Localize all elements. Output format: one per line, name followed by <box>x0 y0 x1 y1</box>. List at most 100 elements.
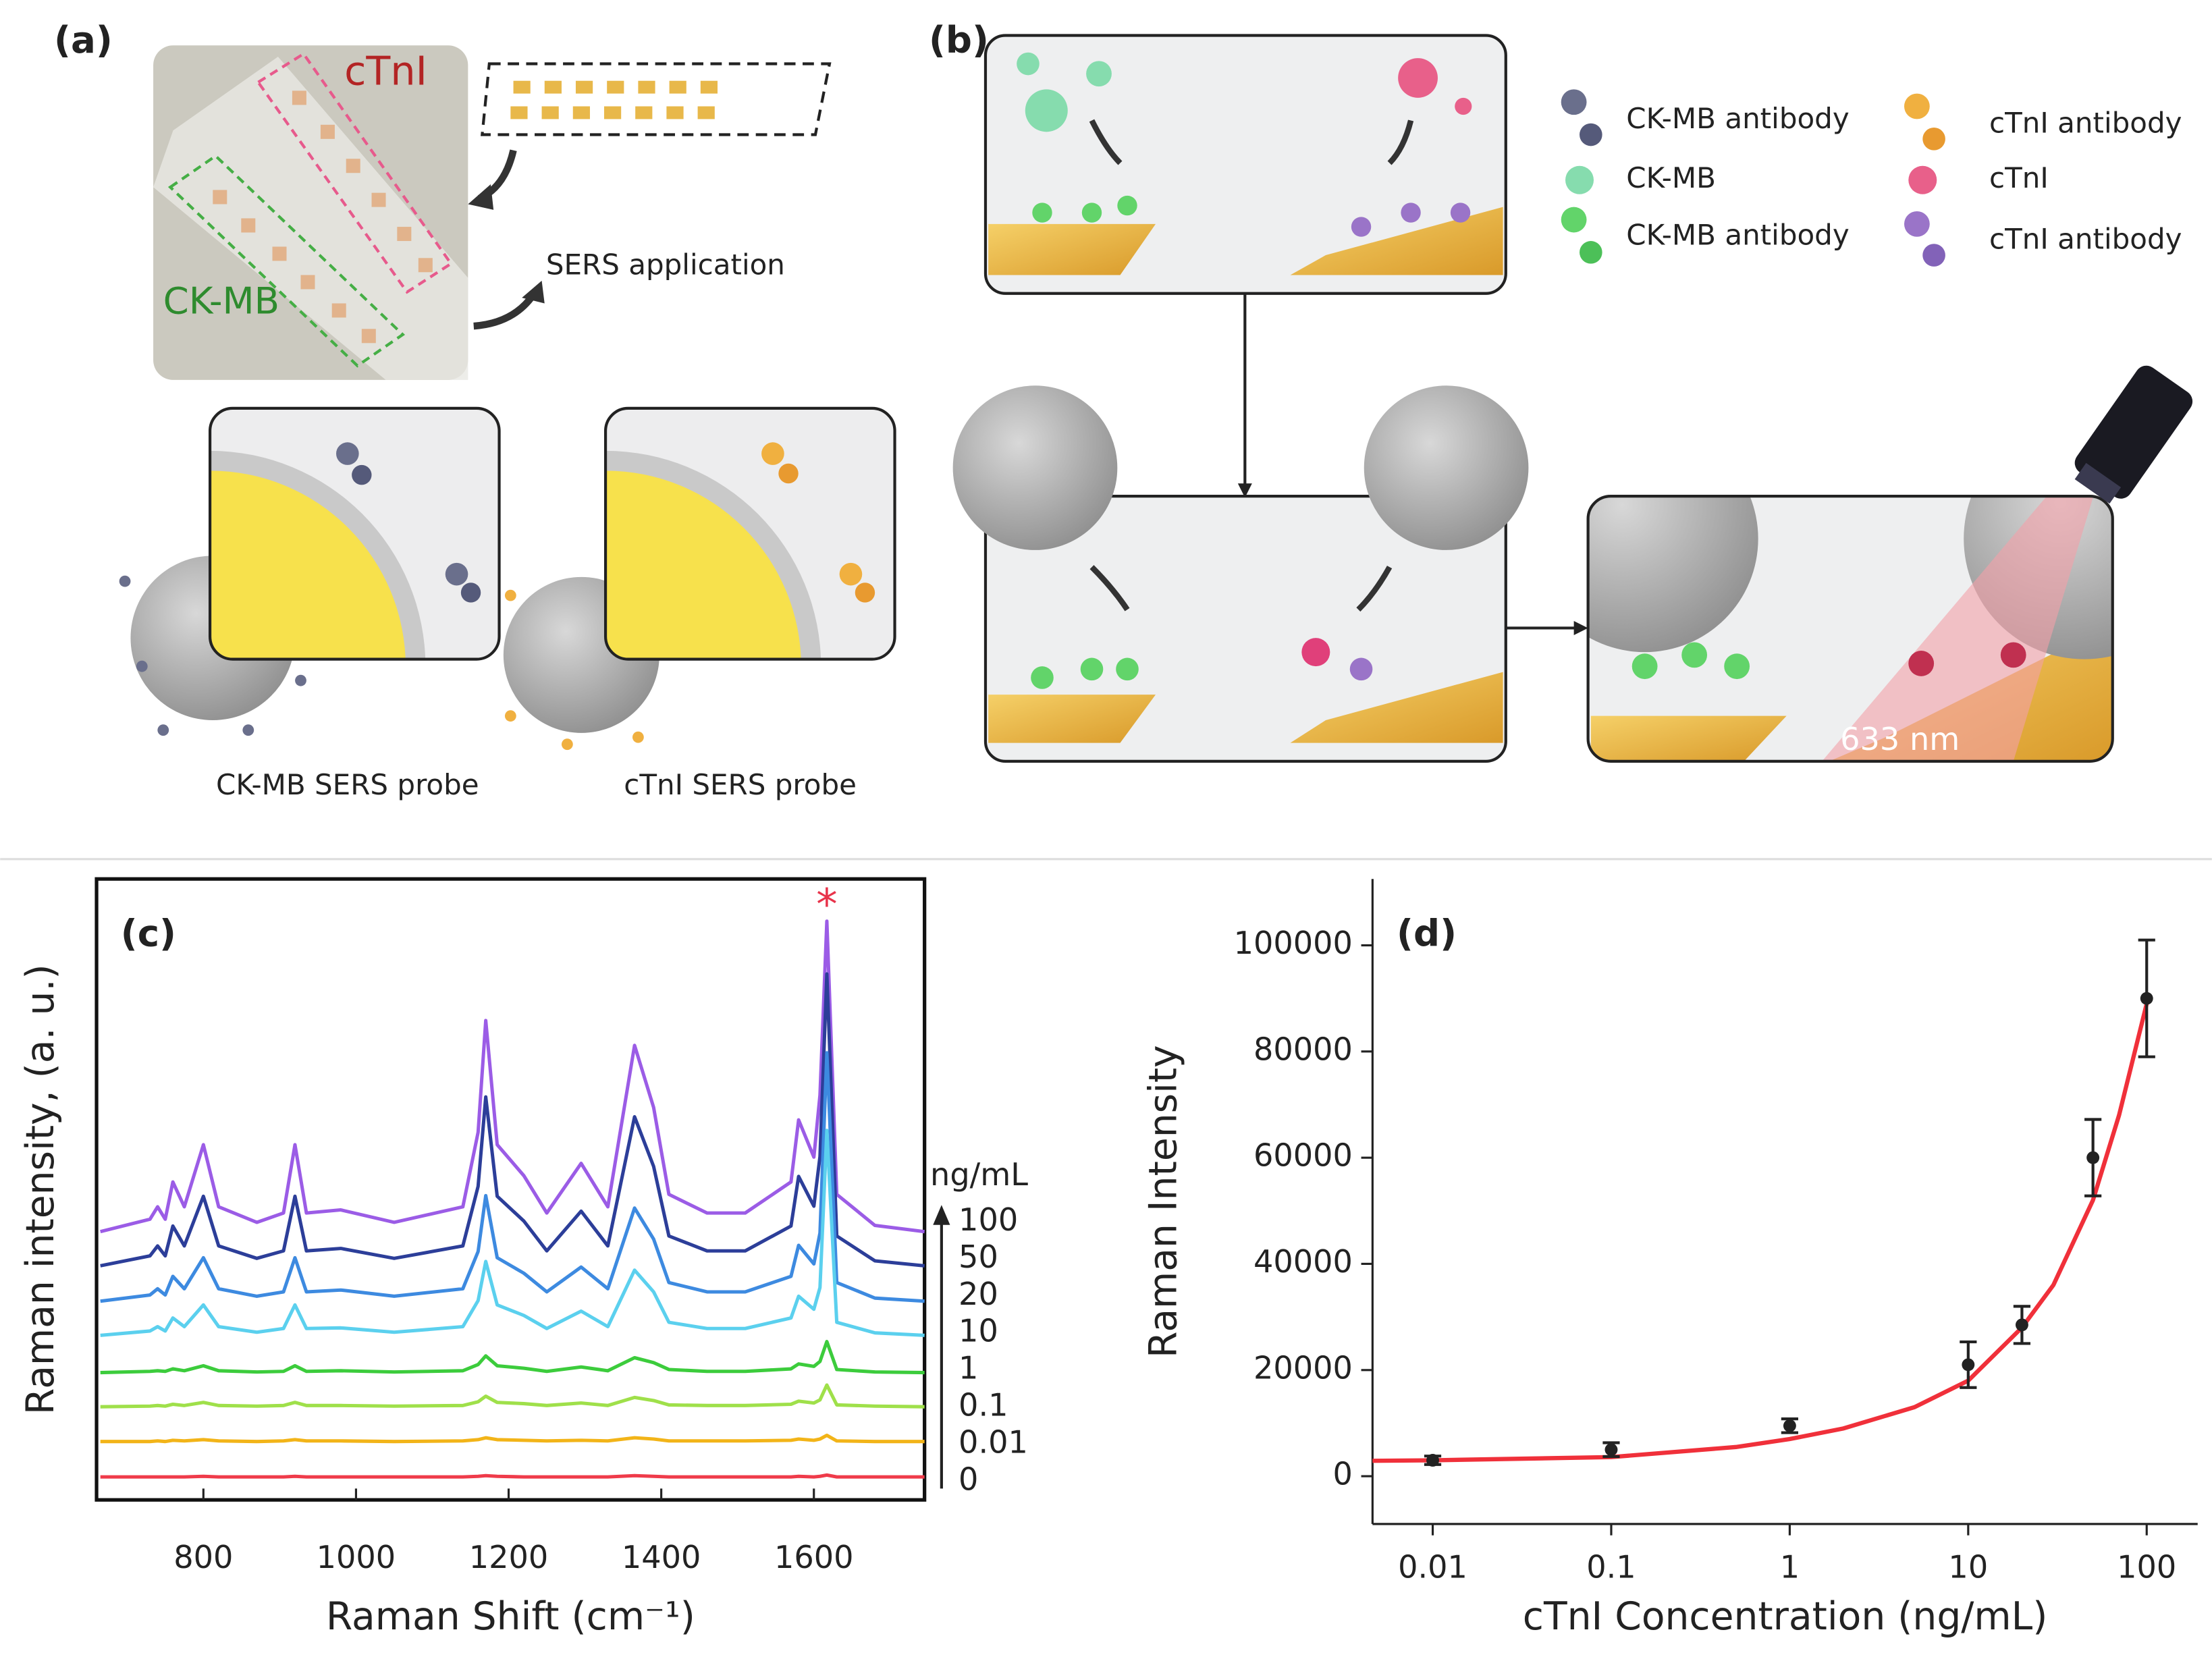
chip-pads <box>510 80 718 119</box>
inset <box>855 582 875 603</box>
chip-pads <box>700 80 718 94</box>
chip-pads <box>331 303 346 318</box>
antibodies <box>1081 202 1102 223</box>
legend-label: 50 <box>959 1239 998 1275</box>
arrowhead <box>468 184 494 210</box>
inset <box>605 408 895 659</box>
antibodies <box>1032 195 1137 223</box>
arrow <box>1089 119 1123 165</box>
chip-pads <box>241 218 256 233</box>
objective <box>2074 365 2193 504</box>
arrow <box>1089 565 1130 612</box>
film <box>153 57 468 380</box>
antibodies <box>504 589 644 751</box>
antibodies <box>1080 657 1104 681</box>
legend-icons <box>1904 211 1930 237</box>
chip-pads <box>361 329 376 344</box>
antibodies <box>504 589 516 601</box>
detection-box <box>1681 642 1708 668</box>
x-tick-label: 1200 <box>469 1539 549 1575</box>
legend-label: 0 <box>959 1461 978 1497</box>
spectrum <box>100 1433 925 1444</box>
arrow <box>1387 119 1414 165</box>
point <box>2086 1151 2100 1164</box>
chip-pads <box>697 106 715 119</box>
y-axis-title: Raman intensity, (a. u.) <box>18 964 63 1415</box>
panel-label: (c) <box>121 911 176 954</box>
substrate <box>988 223 1156 275</box>
antibodies <box>1349 657 1373 681</box>
proteins <box>1398 58 1472 115</box>
spectrum <box>100 1340 925 1375</box>
legend-icons <box>1580 123 1602 146</box>
arrow <box>473 292 537 330</box>
y-tick-label: 80000 <box>1253 1031 1353 1067</box>
charts: 800 1000 1200 1400 1600(c)Raman Shift (cm⁻¹)… <box>18 877 2198 1639</box>
antibodies <box>1032 202 1052 223</box>
annotation: * <box>816 879 838 929</box>
y-tick-label: 20000 <box>1253 1349 1353 1386</box>
chip-pads <box>510 106 528 119</box>
chip-pads <box>292 90 306 105</box>
legend-label: 0.01 <box>959 1424 1028 1460</box>
antibodies <box>1401 202 1421 223</box>
x-axis-title: cTnI Concentration (ng/mL) <box>1523 1594 2048 1639</box>
antibodies <box>119 575 306 736</box>
inset <box>210 408 500 659</box>
legend-title: ng/mL <box>930 1156 1028 1193</box>
spectrum <box>100 972 925 1268</box>
panel-label: (d) <box>1397 911 1457 954</box>
legend-icons <box>1561 89 1945 267</box>
arrowhead <box>1573 620 1588 635</box>
antibodies <box>1349 657 1373 681</box>
laser-label: 633 nm <box>1840 721 1960 757</box>
proteins <box>1086 61 1112 87</box>
legend-arrowhead <box>933 1205 950 1225</box>
antibodies <box>119 575 131 587</box>
legend-text: CK-MB antibody <box>1626 102 1849 135</box>
legend-label: 1 <box>959 1350 978 1386</box>
legend-label: 10 <box>959 1313 998 1349</box>
x-tick-label: 1400 <box>622 1539 701 1575</box>
dashed-box <box>167 154 406 368</box>
chip-pads <box>371 192 386 207</box>
plot-frame <box>95 877 927 1502</box>
antibodies <box>504 710 516 722</box>
antibodies <box>1351 202 1471 237</box>
legend-icons <box>1908 165 1937 194</box>
antibodies <box>1450 202 1471 223</box>
detection-box <box>1908 642 2026 676</box>
substrate <box>988 695 1156 743</box>
antibodies <box>136 660 148 672</box>
arrowhead <box>1237 483 1252 498</box>
chip-label: CK-MB <box>163 279 279 323</box>
detection-box <box>1724 653 1750 680</box>
y-tick-label: 60000 <box>1253 1137 1353 1174</box>
proteins <box>1455 97 1472 115</box>
chip-pads <box>635 106 653 119</box>
x-tick-label: 10 <box>1948 1549 1988 1586</box>
proteins <box>1398 58 1438 98</box>
antibodies <box>1031 666 1054 689</box>
y-axis-title: Raman Intensity <box>1141 1045 1185 1358</box>
proteins <box>1017 52 1040 76</box>
substrate <box>1290 672 1503 743</box>
caption: CK-MB SERS probe <box>216 768 479 801</box>
chip-pads <box>607 80 624 94</box>
legend-text: CK-MB <box>1626 161 1716 194</box>
x-tick-label: 0.01 <box>1398 1549 1467 1586</box>
proteins <box>1017 52 1112 132</box>
legend-label: 20 <box>959 1276 998 1312</box>
legend-icons <box>1561 207 1587 233</box>
detection-frame <box>1586 495 2114 763</box>
caption: SERS application <box>546 248 785 281</box>
caption: cTnI SERS probe <box>624 768 857 801</box>
chip-pads <box>572 106 590 119</box>
chip-pads <box>397 227 412 242</box>
chip-pads <box>213 190 227 205</box>
legend-text: cTnI antibody <box>1989 223 2182 256</box>
inset <box>445 562 468 586</box>
fit-curve <box>1372 1003 2149 1463</box>
chip-pads <box>575 80 593 94</box>
antibodies <box>1031 657 1139 689</box>
